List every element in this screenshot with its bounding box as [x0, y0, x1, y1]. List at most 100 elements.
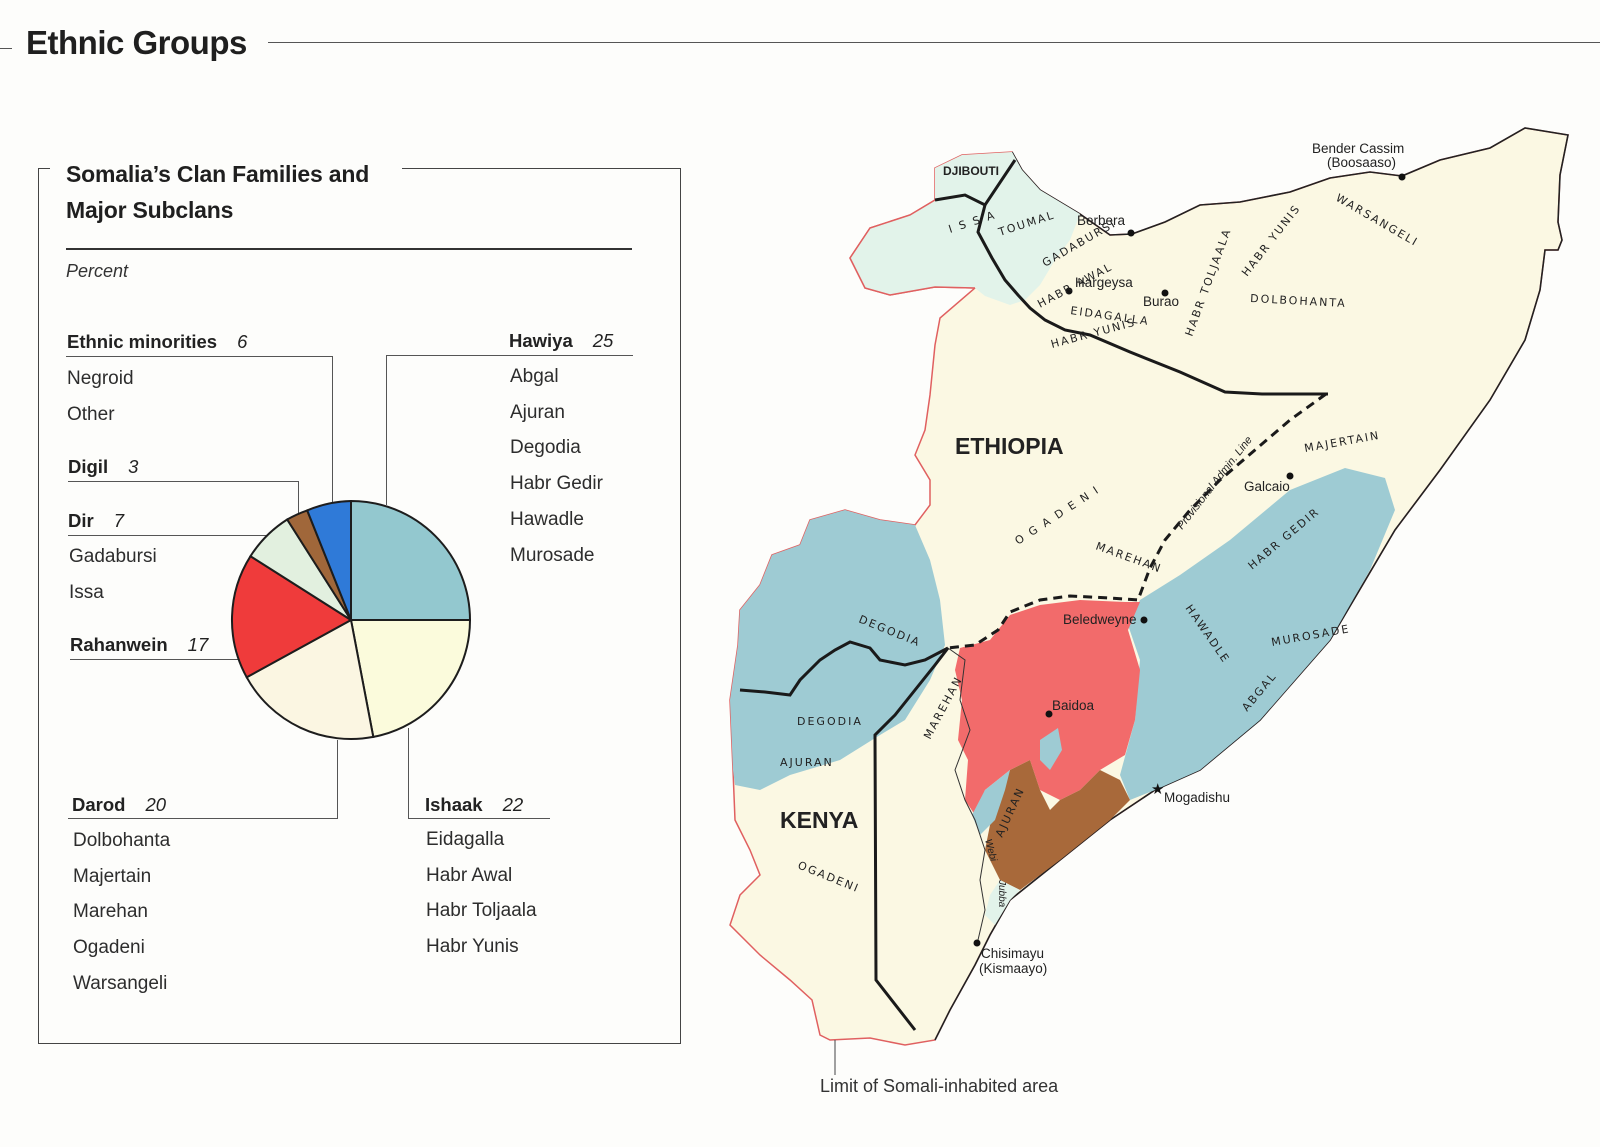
region-coastal-green [985, 880, 1020, 925]
pie-slice-ishaak [349, 619, 472, 739]
group-name: Rahanwein [70, 634, 168, 655]
svg-text:Berbera: Berbera [1077, 213, 1126, 228]
city-baidoa: Baidoa [1045, 698, 1095, 718]
leader-line-ishaak [408, 728, 409, 819]
svg-text:Burao: Burao [1143, 294, 1179, 309]
group-value: 3 [128, 456, 139, 477]
subclan-list-minorities: Negroid Other [67, 361, 134, 432]
pie-slice-hawiya [350, 499, 472, 621]
subclan-item: Other [67, 403, 115, 425]
border-ethiopia-north [976, 204, 1328, 396]
border-djibouti [934, 159, 1017, 207]
leader-line-hawiya [386, 355, 633, 356]
subclan-item: Abgal [510, 366, 559, 387]
group-label-ishaak: Ishaak 22 [425, 794, 523, 816]
clan-label-dolbohanta: DOLBOHANTA [1250, 292, 1347, 310]
city-galcaio: Galcaio [1244, 472, 1294, 494]
group-value: 22 [502, 794, 524, 815]
leader-line-digil [68, 481, 299, 482]
city-mogadishu: ★ Mogadishu [1151, 781, 1230, 805]
svg-text:Chisimayu: Chisimayu [981, 946, 1044, 961]
border-kenya-somalia [873, 647, 950, 1031]
group-label-digil: Digil 3 [68, 456, 138, 478]
leader-line-ishaak [408, 818, 550, 819]
group-name: Darod [72, 794, 126, 815]
city-burao: Burao [1143, 289, 1179, 309]
subclan-item: Ogadeni [73, 937, 145, 959]
group-label-dir: Dir 7 [68, 510, 124, 532]
panel-border [402, 168, 681, 169]
svg-text:Hargeysa: Hargeysa [1075, 275, 1133, 290]
subclan-list-ishaak: Eidagalla Habr Awal Habr Toljaala Habr Y… [426, 822, 537, 965]
border-kenya-ethiopia [739, 640, 949, 697]
subclan-item: Hawadle [510, 508, 584, 530]
clan-label-degodia-s: DEGODIA [797, 715, 863, 728]
clan-label-ajuran-w: AJURAN [780, 756, 834, 769]
limit-line [849, 199, 976, 296]
leader-line-rahanwein [70, 659, 240, 660]
page-title: Ethnic Groups [26, 24, 247, 61]
svg-text:(Boosaaso): (Boosaaso) [1327, 155, 1396, 170]
chart-panel [38, 168, 681, 1044]
subclan-item: Warsangeli [73, 972, 168, 994]
region-digil [985, 760, 1130, 890]
coastline [934, 127, 1569, 1041]
region-hawiya-east [1120, 468, 1395, 800]
pie-chart [231, 499, 472, 740]
pie-slice-darod [245, 618, 375, 740]
subclan-item: Majertain [73, 865, 152, 887]
country-label-ethiopia: ETHIOPIA [955, 433, 1064, 459]
subclan-item: Ajuran [510, 401, 565, 423]
leader-line-darod [337, 740, 338, 819]
group-label-rahanwein: Rahanwein 17 [70, 634, 208, 656]
subclan-item: Dolbohanta [73, 830, 171, 851]
region-rahanwein [955, 600, 1140, 815]
city-berbera: Berbera [1077, 213, 1135, 237]
title-rule [268, 42, 1600, 43]
svg-text:Baidoa: Baidoa [1052, 698, 1095, 713]
subclan-item: Habr Yunis [426, 936, 519, 958]
group-value: 6 [237, 331, 248, 352]
panel-divider [66, 248, 632, 250]
svg-text:Galcaio: Galcaio [1244, 479, 1290, 494]
group-name: Hawiya [509, 330, 573, 351]
panel-title-line2: Major Subclans [66, 197, 234, 223]
provisional-admin-line [947, 392, 1327, 650]
svg-text:Mogadishu: Mogadishu [1164, 790, 1230, 805]
river-jubba [947, 647, 986, 941]
leader-line-minorities [332, 356, 333, 502]
group-value: 7 [113, 510, 124, 531]
river-label-jubba: Jubba [996, 879, 1007, 908]
footnote-limit-label: Limit of Somali-inhabited area [820, 1076, 1059, 1096]
subclan-list-hawiya: Abgal Ajuran Degodia Habr Gedir Hawadle … [510, 359, 603, 573]
group-value: 17 [187, 634, 209, 655]
capital-star-icon: ★ [1151, 781, 1164, 798]
subclan-list-darod: Dolbohanta Majertain Marehan Ogadeni War… [73, 823, 170, 1002]
country-label-djibouti: DJIBOUTI [943, 164, 999, 178]
pie-slice-minorities [305, 499, 352, 621]
leader-line-darod [68, 818, 338, 819]
group-value: 20 [145, 794, 167, 815]
subclan-item: Issa [69, 581, 104, 603]
leader-line-dir [68, 535, 273, 536]
subclan-list-dir: Gadabursi Issa [69, 539, 157, 610]
leader-line-minorities [66, 356, 333, 357]
svg-text:Bender Cassim: Bender Cassim [1312, 141, 1404, 156]
subclan-item: Habr Awal [426, 864, 513, 886]
subclan-item: Negroid [67, 368, 134, 389]
city-beledweyne: Beledweyne [1063, 612, 1148, 627]
region-ajuran-lake [1040, 728, 1062, 770]
subclan-item: Eidagalla [426, 829, 505, 850]
title-tick [0, 48, 12, 49]
pie-slice-rahanwein [231, 554, 353, 679]
leader-line-hawiya [386, 355, 387, 505]
group-label-minorities: Ethnic minorities 6 [67, 331, 247, 353]
city-hargeysa: Hargeysa [1065, 275, 1133, 295]
svg-text:(Kismaayo): (Kismaayo) [979, 961, 1047, 976]
subclan-item: Degodia [510, 437, 581, 459]
panel-border [38, 168, 50, 169]
group-label-hawiya: Hawiya 25 [509, 330, 613, 352]
subclan-item: Habr Toljaala [426, 900, 537, 922]
group-name: Dir [68, 510, 94, 531]
panel-title: Somalia’s Clan Families and Major Subcla… [66, 156, 369, 228]
